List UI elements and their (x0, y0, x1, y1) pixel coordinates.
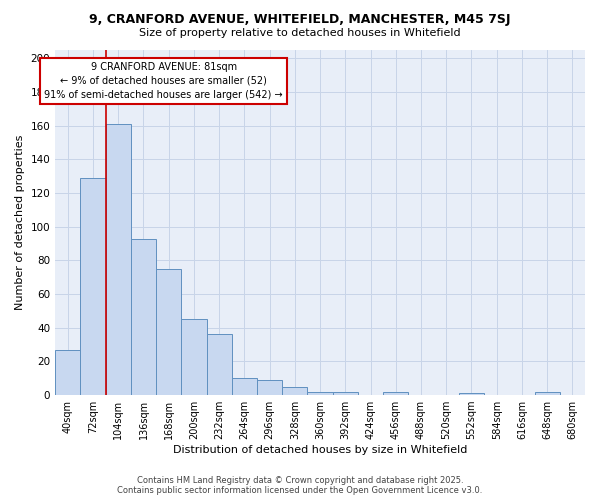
Text: 9, CRANFORD AVENUE, WHITEFIELD, MANCHESTER, M45 7SJ: 9, CRANFORD AVENUE, WHITEFIELD, MANCHEST… (89, 12, 511, 26)
Bar (206, 334, 232, 395)
Bar (80, 178, 106, 395)
Bar (257, 380, 282, 395)
Bar (55, 350, 80, 395)
Bar (383, 392, 409, 395)
X-axis label: Distribution of detached houses by size in Whitefield: Distribution of detached houses by size … (173, 445, 467, 455)
Bar (181, 320, 206, 395)
Y-axis label: Number of detached properties: Number of detached properties (15, 135, 25, 310)
Bar (131, 238, 156, 395)
Bar (307, 392, 332, 395)
Bar (332, 392, 358, 395)
Bar (232, 378, 257, 395)
Text: Size of property relative to detached houses in Whitefield: Size of property relative to detached ho… (139, 28, 461, 38)
Text: Contains HM Land Registry data © Crown copyright and database right 2025.
Contai: Contains HM Land Registry data © Crown c… (118, 476, 482, 495)
Bar (459, 394, 484, 395)
Bar (106, 124, 131, 395)
Bar (156, 269, 181, 395)
Text: 9 CRANFORD AVENUE: 81sqm
← 9% of detached houses are smaller (52)
91% of semi-de: 9 CRANFORD AVENUE: 81sqm ← 9% of detache… (44, 62, 283, 100)
Bar (535, 392, 560, 395)
Bar (282, 386, 307, 395)
